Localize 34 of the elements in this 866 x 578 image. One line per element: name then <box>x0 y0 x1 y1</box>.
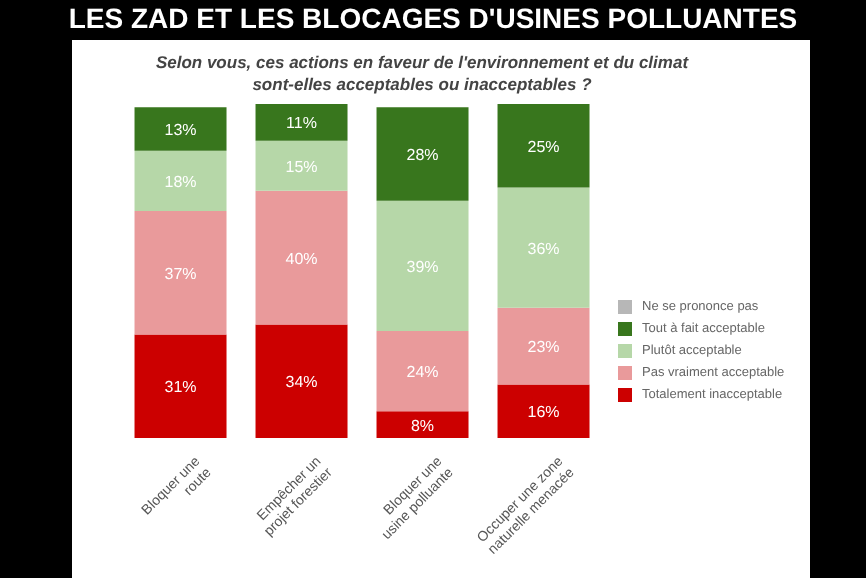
bar <box>134 210 227 335</box>
data-label: 16% <box>527 403 560 422</box>
data-label: 24% <box>406 363 439 382</box>
bar <box>497 307 590 385</box>
bar <box>255 324 348 438</box>
bar <box>497 384 590 438</box>
bar <box>255 140 348 191</box>
bar <box>134 150 227 211</box>
data-label: 18% <box>164 172 197 191</box>
data-label: 28% <box>406 146 439 165</box>
bar <box>134 334 227 438</box>
data-label: 39% <box>406 257 439 276</box>
chart-title: LES ZAD ET LES BLOCAGES D'USINES POLLUANTES <box>66 2 800 34</box>
data-label: 23% <box>527 338 560 357</box>
data-label: 34% <box>285 373 318 392</box>
bar <box>376 200 469 332</box>
bar <box>376 107 469 201</box>
bar <box>255 104 348 141</box>
data-label: 37% <box>164 264 197 283</box>
data-label: 36% <box>527 239 560 258</box>
bar <box>376 411 469 438</box>
bar <box>255 190 348 325</box>
data-label: 11% <box>286 114 317 133</box>
data-label: 40% <box>285 249 318 268</box>
chart-subtitle: Selon vous, ces actions en faveur de l'environnement et du climat sont-elles acceptables ou inacceptables ? <box>153 52 691 96</box>
data-label: 15% <box>285 157 318 176</box>
data-label: 13% <box>164 121 197 140</box>
data-label: 31% <box>164 378 197 397</box>
data-label: 8% <box>410 416 435 435</box>
bar <box>376 331 469 412</box>
bar <box>497 187 590 308</box>
bar <box>497 104 590 188</box>
bar <box>134 107 227 151</box>
data-label: 25% <box>527 137 560 156</box>
